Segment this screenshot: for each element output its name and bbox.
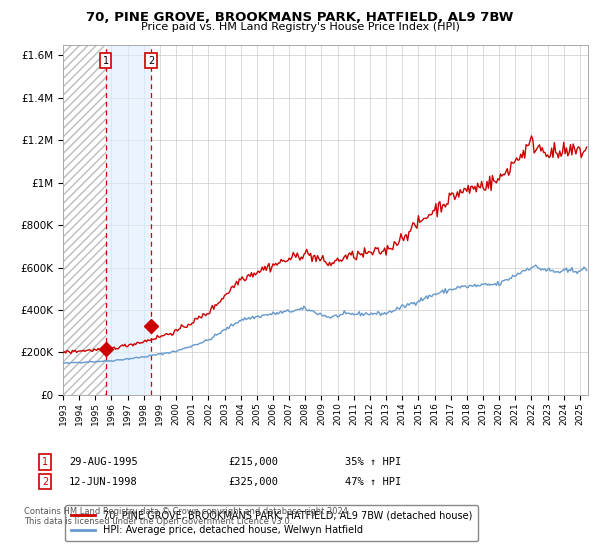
Text: 12-JUN-1998: 12-JUN-1998: [69, 477, 138, 487]
Text: £325,000: £325,000: [228, 477, 278, 487]
Text: 1: 1: [103, 55, 109, 66]
Text: Price paid vs. HM Land Registry's House Price Index (HPI): Price paid vs. HM Land Registry's House …: [140, 22, 460, 32]
Text: 1: 1: [42, 457, 48, 467]
Text: 35% ↑ HPI: 35% ↑ HPI: [345, 457, 401, 467]
Text: 47% ↑ HPI: 47% ↑ HPI: [345, 477, 401, 487]
Text: 70, PINE GROVE, BROOKMANS PARK, HATFIELD, AL9 7BW: 70, PINE GROVE, BROOKMANS PARK, HATFIELD…: [86, 11, 514, 24]
Text: 2: 2: [148, 55, 154, 66]
Text: 2: 2: [42, 477, 48, 487]
Bar: [106, 45, 151, 395]
Text: Contains HM Land Registry data © Crown copyright and database right 2024.
This d: Contains HM Land Registry data © Crown c…: [24, 507, 350, 526]
Bar: [63, 45, 106, 395]
Text: 29-AUG-1995: 29-AUG-1995: [69, 457, 138, 467]
Legend: 70, PINE GROVE, BROOKMANS PARK, HATFIELD, AL9 7BW (detached house), HPI: Average: 70, PINE GROVE, BROOKMANS PARK, HATFIELD…: [65, 505, 478, 541]
Text: £215,000: £215,000: [228, 457, 278, 467]
